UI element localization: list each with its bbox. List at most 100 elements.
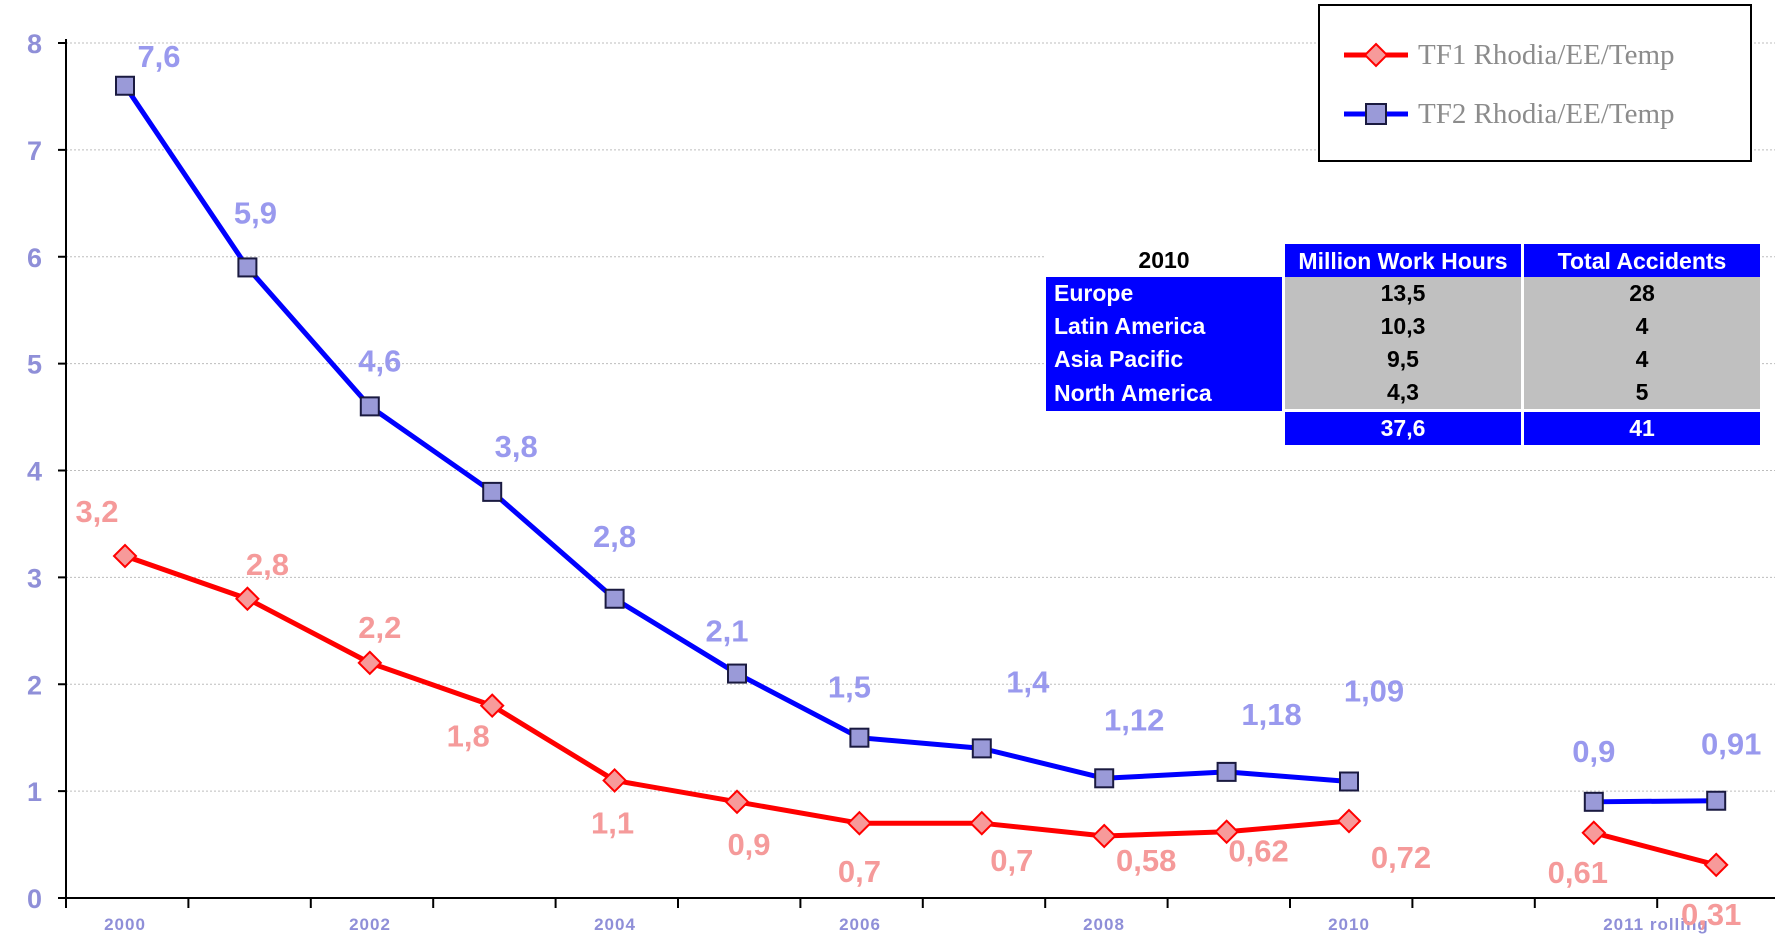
table-row: Asia Pacific 9,5 4 (1046, 343, 1760, 376)
table-hours: 10,3 (1282, 310, 1523, 343)
data-point-tf2 (604, 588, 625, 609)
data-point-tf2 (1094, 768, 1115, 789)
data-label-tf1: 0,61 (1548, 855, 1608, 890)
legend-swatch-tf2 (1344, 103, 1408, 125)
data-label-tf2: 5,9 (234, 195, 277, 230)
table-hours: 13,5 (1282, 277, 1523, 310)
data-point-tf1 (1703, 852, 1729, 878)
data-point-tf1 (234, 586, 260, 612)
legend-swatch-tf1 (1344, 42, 1408, 68)
data-point-tf1 (1214, 819, 1240, 845)
data-point-tf1 (357, 650, 383, 676)
data-point-tf2 (849, 727, 870, 748)
table-hours: 4,3 (1282, 376, 1523, 411)
table-total-blank (1046, 410, 1284, 445)
table-region: Asia Pacific (1046, 343, 1284, 376)
data-point-tf2 (1583, 791, 1604, 812)
stats-table: 2010 Million Work Hours Total Accidents … (1046, 244, 1760, 445)
data-label-tf2: 3,8 (495, 429, 538, 464)
y-tick-label: 3 (27, 563, 42, 593)
data-point-tf1 (724, 789, 750, 815)
x-tick-label: 2010 (1328, 915, 1370, 934)
data-point-tf2 (359, 396, 380, 417)
legend-label-tf1: TF1 Rhodia/EE/Temp (1418, 38, 1675, 71)
y-tick-label: 8 (27, 29, 42, 59)
data-point-tf1 (1581, 820, 1607, 846)
data-point-tf2 (1339, 771, 1359, 792)
table-accidents: 5 (1521, 376, 1760, 411)
table-accidents: 4 (1521, 343, 1760, 376)
data-labels: 3,2 2,8 2,2 1,8 1,1 0,9 0,7 0,7 0,58 0,62 0,72 0,61… (75, 39, 1761, 932)
y-tick-label: 5 (27, 350, 42, 380)
series-markers (112, 75, 1729, 878)
data-point-tf1 (479, 693, 505, 719)
table-region: Europe (1046, 277, 1284, 310)
series-lines (122, 84, 1717, 868)
data-label-tf1: 0,7 (838, 854, 881, 889)
data-point-tf2 (237, 257, 258, 278)
data-label-tf2: 0,9 (1572, 734, 1615, 769)
data-label-tf2: 1,18 (1241, 697, 1301, 732)
data-label-tf2: 1,5 (828, 670, 871, 705)
data-label-tf1: 0,7 (990, 843, 1033, 878)
y-tick-label: 2 (27, 670, 42, 700)
x-tick-label: 2000 (104, 915, 146, 934)
legend-label-tf2: TF2 Rhodia/EE/Temp (1418, 97, 1675, 130)
axes (65, 39, 1775, 899)
data-label-tf2: 2,1 (705, 614, 748, 649)
data-label-tf1: 0,58 (1116, 843, 1176, 878)
table-accidents: 28 (1521, 277, 1760, 310)
data-label-tf2: 4,6 (358, 343, 401, 378)
series-line-tf1 (1593, 830, 1717, 868)
data-label-tf2: 1,12 (1104, 702, 1164, 737)
data-label-tf1: 2,2 (358, 610, 401, 645)
data-label-tf2: 1,09 (1344, 674, 1404, 709)
data-label-tf1: 0,72 (1371, 840, 1431, 875)
y-tick-label: 4 (27, 457, 42, 487)
legend: TF1 Rhodia/EE/Temp TF2 Rhodia/EE/Temp (1318, 4, 1752, 162)
x-tick-label: 2004 (594, 915, 636, 934)
table-row: Latin America 10,3 4 (1046, 310, 1760, 343)
data-label-tf1: 3,2 (75, 494, 118, 529)
table-total-row: 37,6 41 (1046, 409, 1760, 445)
x-tick-label: 2011 rolling (1603, 915, 1709, 934)
table-accidents: 4 (1521, 310, 1760, 343)
x-axis-ticks: 2000 2002 2004 2006 2008 2010 2011 rolling (65, 898, 1709, 934)
table-row: Europe 13,5 28 (1046, 277, 1760, 310)
data-label-tf2: 2,8 (593, 519, 636, 554)
data-point-tf2 (482, 481, 503, 502)
table-year: 2010 (1046, 244, 1284, 277)
y-axis-ticks: 0 1 2 3 4 5 6 7 8 (27, 29, 66, 914)
series-line-tf2 (1593, 798, 1717, 805)
y-tick-label: 0 (27, 884, 42, 914)
legend-item-tf2: TF2 Rhodia/EE/Temp (1342, 94, 1675, 134)
data-label-tf1: 0,9 (727, 827, 770, 862)
table-region: Latin America (1046, 310, 1284, 343)
data-point-tf2 (727, 663, 747, 684)
x-tick-label: 2008 (1083, 915, 1125, 934)
table-header-row: 2010 Million Work Hours Total Accidents (1046, 244, 1760, 277)
x-tick-label: 2006 (839, 915, 881, 934)
data-point-tf1 (602, 768, 628, 793)
y-tick-label: 6 (27, 243, 42, 273)
data-point-tf1 (1091, 823, 1117, 849)
x-tick-label: 2002 (349, 915, 391, 934)
data-point-tf2 (1216, 761, 1237, 782)
y-tick-label: 7 (27, 136, 42, 166)
data-point-tf2 (115, 75, 135, 96)
data-point-tf2 (971, 738, 992, 759)
data-label-tf2: 7,6 (137, 39, 180, 74)
table-total-accidents: 41 (1521, 409, 1760, 445)
table-header-accidents: Total Accidents (1521, 244, 1760, 277)
y-tick-label: 1 (27, 777, 42, 807)
table-header-hours: Million Work Hours (1282, 244, 1523, 277)
table-region: North America (1046, 376, 1284, 411)
legend-item-tf1: TF1 Rhodia/EE/Temp (1342, 35, 1675, 75)
data-point-tf1 (1336, 808, 1362, 834)
table-total-hours: 37,6 (1282, 409, 1523, 445)
data-label-tf1: 2,8 (246, 547, 289, 582)
data-point-tf2 (1706, 790, 1727, 811)
data-label-tf1: 1,1 (591, 805, 634, 840)
data-point-tf1 (846, 810, 872, 836)
data-label-tf2: 0,91 (1701, 727, 1761, 762)
